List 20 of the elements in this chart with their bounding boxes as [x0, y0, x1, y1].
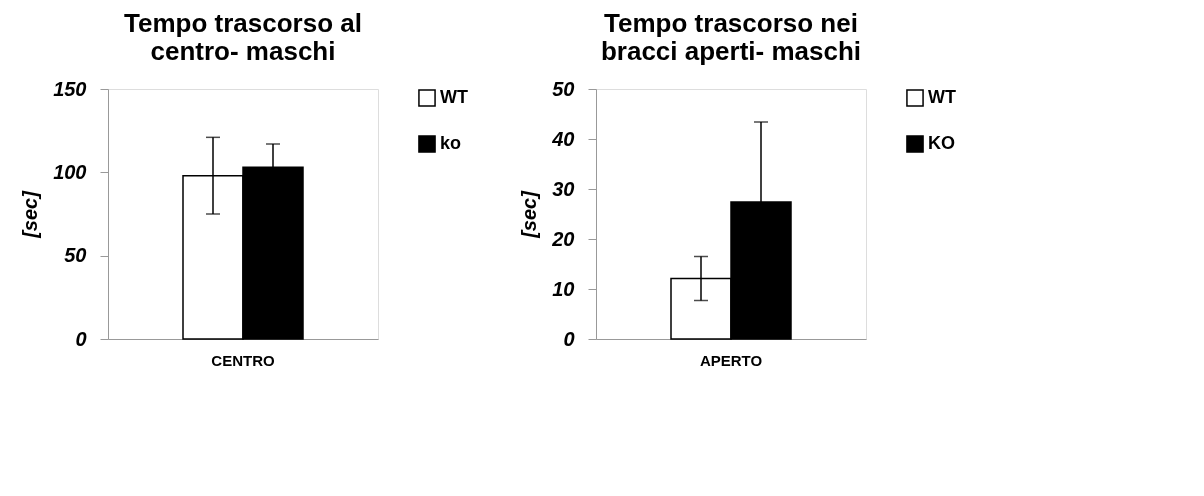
y-tick-label: 10: [552, 277, 575, 300]
y-tick-label: 100: [53, 160, 87, 183]
y-tick-label: 0: [563, 327, 575, 350]
y-tick-label: 20: [551, 227, 575, 250]
x-tick-label: CENTRO: [211, 351, 275, 369]
y-tick-label: 50: [552, 77, 575, 100]
chart-title: Tempo trascorso nei bracci aperti- maschi: [600, 8, 862, 66]
legend-label: WT: [928, 87, 956, 107]
y-axis-title: [sec]: [19, 189, 42, 239]
legend-label: ko: [440, 133, 462, 153]
y-tick-label: 150: [53, 77, 87, 100]
y-tick-label: 30: [552, 177, 575, 200]
x-tick-label: APERTO: [699, 351, 763, 369]
legend-label: WT: [440, 87, 468, 107]
legend-label: KO: [928, 133, 955, 153]
y-tick-label: 0: [75, 327, 87, 350]
y-axis-title: [sec]: [518, 189, 541, 239]
y-tick-label: 40: [551, 127, 575, 150]
y-tick-label: 50: [64, 244, 87, 267]
chart-title: Tempo trascorso al centro- maschi: [124, 8, 362, 66]
